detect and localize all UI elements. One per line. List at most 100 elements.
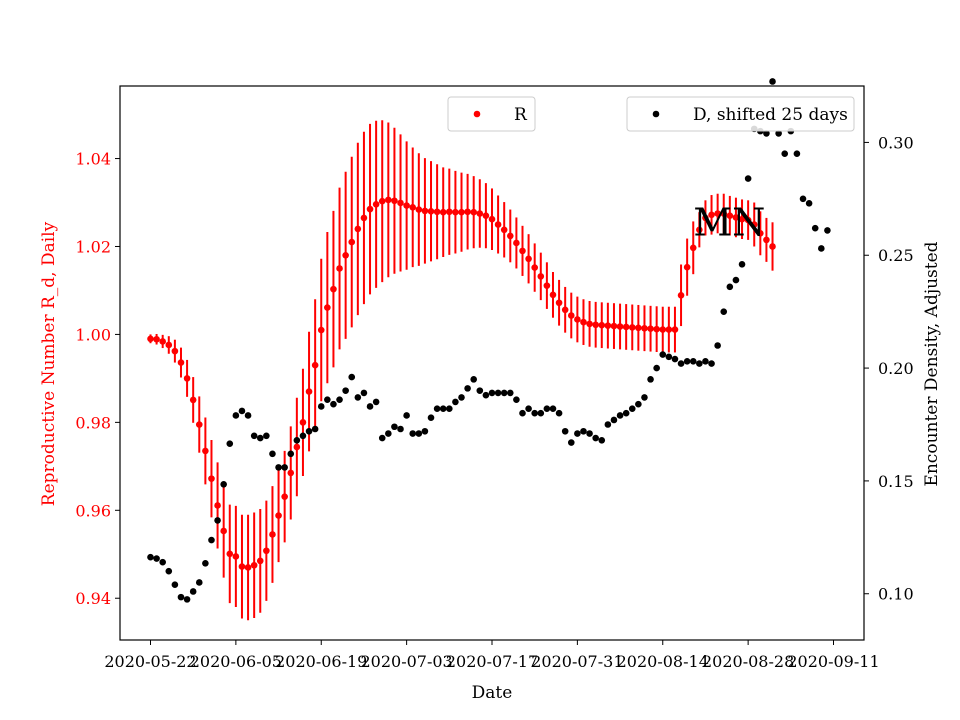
d-point — [165, 567, 173, 575]
r-point — [208, 475, 215, 482]
r-point — [214, 502, 221, 509]
r-point — [622, 323, 630, 331]
r-point — [610, 322, 618, 330]
d-point — [635, 400, 642, 408]
r-point — [165, 341, 173, 349]
r-point — [744, 216, 752, 224]
d-point — [500, 389, 508, 397]
labels: Date Reproductive Number R_d, Daily Enco… — [39, 200, 942, 703]
r-point — [543, 282, 551, 289]
r-point — [403, 202, 410, 209]
r-point — [397, 199, 404, 207]
d-point — [421, 427, 429, 435]
r-point — [256, 557, 264, 565]
d-point — [732, 276, 740, 284]
d-point — [452, 398, 459, 406]
r-point — [677, 291, 685, 299]
d-point — [391, 423, 398, 431]
d-point — [586, 430, 593, 437]
d-point — [269, 450, 276, 458]
y-left-axis-label: Reproductive Number R_d, Daily — [39, 221, 59, 506]
d-point — [311, 425, 319, 433]
d-point — [506, 389, 514, 397]
r-point — [439, 208, 447, 216]
y-right-axis-label: Encounter Density, Adjusted — [922, 241, 942, 486]
d-point — [287, 450, 295, 458]
d-point — [238, 407, 246, 415]
r-point — [604, 322, 612, 329]
r-point — [757, 229, 764, 237]
r-point — [647, 325, 654, 333]
d-point — [683, 358, 691, 365]
d-point — [519, 409, 526, 417]
d-point — [464, 385, 471, 392]
r-point — [147, 335, 154, 343]
d-point — [202, 559, 209, 567]
d-point — [324, 396, 331, 403]
r-point — [415, 206, 423, 213]
d-point — [818, 245, 825, 252]
d-point — [360, 389, 368, 397]
r-point — [226, 550, 234, 558]
d-point — [561, 427, 569, 435]
r-point — [263, 547, 270, 555]
d-point — [415, 430, 423, 437]
d-point — [220, 480, 227, 488]
r-point — [574, 316, 581, 323]
d-point — [628, 405, 636, 412]
d-point — [824, 227, 831, 234]
d-point — [317, 403, 325, 410]
d-point — [263, 432, 270, 440]
r-point — [537, 273, 545, 280]
y-left-tick-label: 1.02 — [75, 237, 111, 256]
r-point — [427, 208, 435, 215]
y-right-tick-label: 0.25 — [878, 246, 914, 265]
r-point — [628, 324, 636, 331]
d-point — [744, 175, 752, 182]
d-point — [446, 405, 453, 412]
d-point — [354, 394, 362, 401]
plot-marks — [147, 78, 831, 621]
d-point — [537, 409, 545, 417]
y-right-tick-label: 0.10 — [878, 585, 914, 604]
r-point — [470, 208, 478, 216]
d-point — [195, 579, 203, 586]
r-point — [726, 212, 734, 220]
legend-r-marker — [473, 110, 481, 118]
r-point — [702, 214, 709, 222]
r-point — [330, 285, 337, 293]
d-point — [208, 536, 215, 544]
r-point — [696, 226, 703, 234]
d-point — [531, 409, 538, 417]
r-point — [732, 214, 740, 221]
legends: R D, shifted 25 days — [447, 96, 855, 132]
d-point — [689, 358, 697, 365]
d-point — [671, 355, 679, 363]
y-right-tick-label: 0.15 — [878, 472, 914, 491]
r-point — [519, 247, 526, 255]
d-point — [256, 434, 264, 442]
r-point — [525, 255, 532, 263]
d-point — [592, 434, 599, 442]
d-point — [659, 351, 667, 358]
d-point — [409, 430, 417, 437]
r-point — [421, 207, 429, 215]
d-point — [348, 373, 356, 381]
d-point — [726, 283, 734, 291]
r-point — [452, 208, 459, 216]
d-point — [214, 517, 221, 524]
r-point — [153, 335, 160, 343]
axes: 2020-05-222020-06-052020-06-192020-07-03… — [75, 85, 914, 671]
d-point — [696, 360, 703, 367]
x-tick-label: 2020-07-17 — [446, 652, 538, 671]
r-point — [567, 312, 575, 319]
r-point — [689, 244, 697, 252]
x-tick-label: 2020-08-28 — [702, 652, 794, 671]
d-point — [811, 224, 819, 232]
r-point — [275, 512, 282, 519]
r-point — [665, 326, 673, 333]
d-point — [641, 394, 648, 401]
r-point — [220, 527, 227, 535]
r-point — [488, 215, 496, 223]
d-point — [403, 412, 410, 419]
